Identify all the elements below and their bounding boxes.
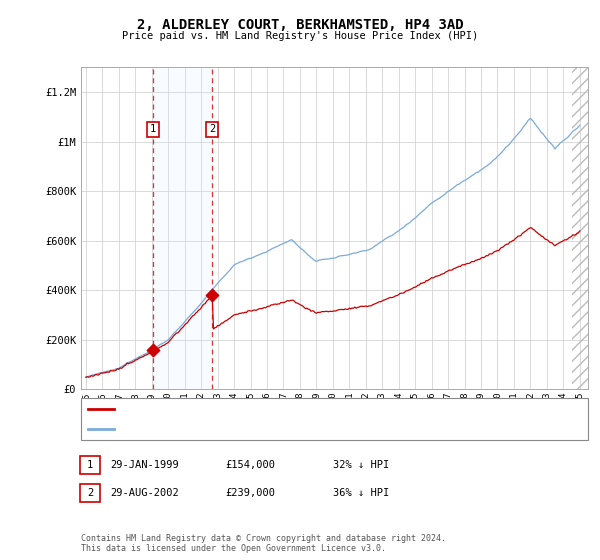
Text: 29-AUG-2002: 29-AUG-2002 — [110, 488, 179, 498]
Text: HPI: Average price, detached house, Dacorum: HPI: Average price, detached house, Daco… — [118, 424, 365, 433]
Text: £154,000: £154,000 — [225, 460, 275, 470]
Text: Price paid vs. HM Land Registry's House Price Index (HPI): Price paid vs. HM Land Registry's House … — [122, 31, 478, 41]
Text: 2, ALDERLEY COURT, BERKHAMSTED, HP4 3AD (detached house): 2, ALDERLEY COURT, BERKHAMSTED, HP4 3AD … — [118, 404, 440, 413]
Bar — [572, 67, 591, 389]
Text: 29-JAN-1999: 29-JAN-1999 — [110, 460, 179, 470]
Text: 32% ↓ HPI: 32% ↓ HPI — [333, 460, 389, 470]
Text: Contains HM Land Registry data © Crown copyright and database right 2024.
This d: Contains HM Land Registry data © Crown c… — [81, 534, 446, 553]
Point — [208, 291, 217, 300]
Text: 1: 1 — [87, 460, 93, 470]
Bar — [153, 67, 212, 389]
Text: 2, ALDERLEY COURT, BERKHAMSTED, HP4 3AD: 2, ALDERLEY COURT, BERKHAMSTED, HP4 3AD — [137, 18, 463, 32]
Text: £239,000: £239,000 — [225, 488, 275, 498]
Text: 2: 2 — [209, 124, 215, 134]
Text: 36% ↓ HPI: 36% ↓ HPI — [333, 488, 389, 498]
Text: 2: 2 — [87, 488, 93, 498]
Text: 1: 1 — [150, 124, 156, 134]
Point — [148, 346, 158, 354]
